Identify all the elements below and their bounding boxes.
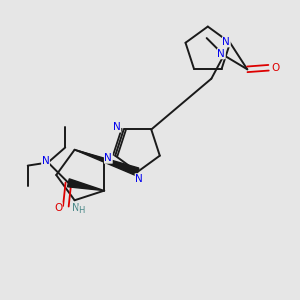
Polygon shape bbox=[68, 179, 104, 190]
Text: N: N bbox=[113, 122, 121, 132]
Text: N: N bbox=[72, 203, 80, 213]
Text: O: O bbox=[271, 63, 280, 73]
Text: H: H bbox=[79, 206, 85, 215]
Text: N: N bbox=[42, 156, 50, 166]
Text: O: O bbox=[54, 203, 62, 213]
Polygon shape bbox=[75, 150, 139, 176]
Text: N: N bbox=[135, 174, 143, 184]
Text: N: N bbox=[104, 153, 112, 163]
Text: N: N bbox=[223, 37, 230, 47]
Text: N: N bbox=[218, 49, 225, 59]
